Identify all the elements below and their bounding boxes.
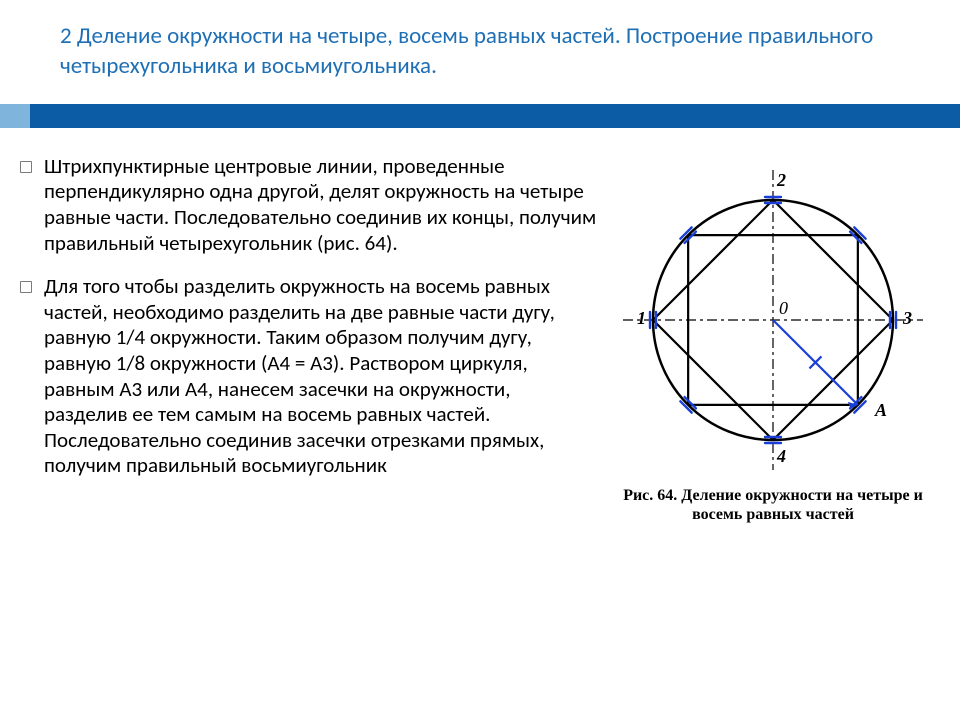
figure-diagram: 0 1 2 3 4 А bbox=[613, 160, 933, 480]
svg-text:А: А bbox=[874, 400, 887, 420]
paragraph-2: Для того чтобы разделить окружность на в… bbox=[18, 274, 598, 479]
figure-column: 0 1 2 3 4 А Рис. 64. Деление окружности на че… bbox=[608, 154, 938, 524]
decorative-bar bbox=[0, 104, 960, 128]
paragraph-1: Штрихпунктирные центровые линии, проведе… bbox=[18, 154, 598, 256]
content-area: Штрихпунктирные центровые линии, проведе… bbox=[0, 128, 960, 524]
svg-text:1: 1 bbox=[637, 308, 646, 328]
slide: 2 Деление окружности на четыре, восемь р… bbox=[0, 0, 960, 720]
svg-text:4: 4 bbox=[776, 446, 786, 466]
figure-caption: Рис. 64. Деление окружности на четыре и … bbox=[608, 486, 938, 524]
svg-text:0: 0 bbox=[779, 298, 788, 318]
title-block: 2 Деление окружности на четыре, восемь р… bbox=[0, 0, 960, 104]
svg-text:2: 2 bbox=[776, 170, 786, 190]
svg-text:3: 3 bbox=[902, 308, 912, 328]
text-column: Штрихпунктирные центровые линии, проведе… bbox=[18, 154, 608, 524]
slide-title: 2 Деление окружности на четыре, восемь р… bbox=[60, 22, 940, 82]
